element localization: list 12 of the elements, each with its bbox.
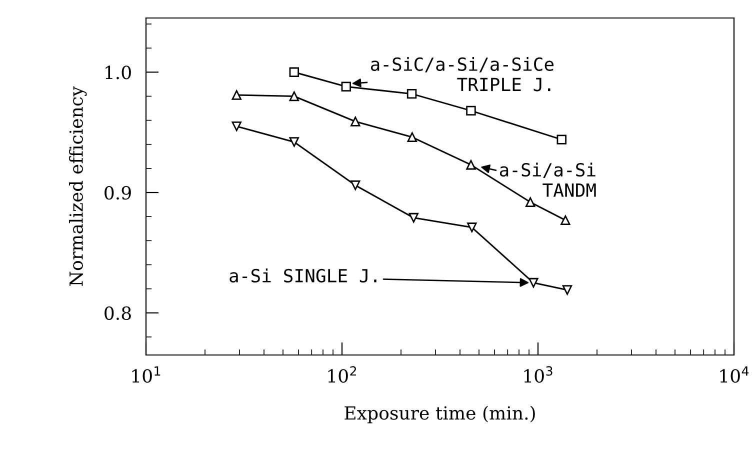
x-tick-label: 10$^{4}$: [720, 366, 749, 383]
y-tick-label: 0.9: [104, 186, 131, 200]
annotation: a-Si/a-Si TANDM: [500, 162, 596, 197]
y-axis-title: Normalized efficiency: [69, 86, 87, 286]
x-tick-label: 10$^{3}$: [524, 366, 552, 383]
x-axis-title: Exposure time (min.): [344, 406, 535, 424]
x-tick-label: 10$^{1}$: [132, 366, 160, 383]
annotation: a-Si SINGLE J.: [230, 268, 376, 283]
y-tick-label: 0.8: [104, 306, 131, 320]
x-tick-label: 10$^{2}$: [328, 366, 356, 383]
y-tick-label: 1.0: [106, 66, 131, 80]
annotation: a-SiC/a-Si/a-SiCe TRIPLE J.: [370, 57, 554, 92]
